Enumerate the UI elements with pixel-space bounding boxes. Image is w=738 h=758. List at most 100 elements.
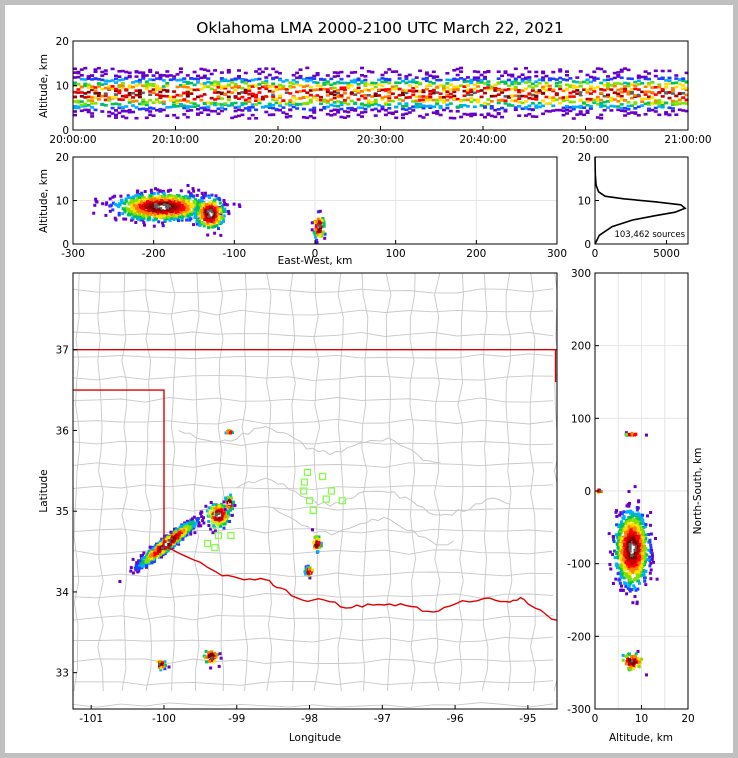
source-cell <box>264 87 269 91</box>
source-cell <box>148 83 153 86</box>
source-cell <box>237 108 241 112</box>
source-cell <box>171 198 174 202</box>
source-cell <box>211 204 215 208</box>
source-cell <box>213 109 218 113</box>
source-cell <box>315 238 319 242</box>
source-cell <box>404 112 409 116</box>
source-cell <box>107 114 112 118</box>
source-cell <box>667 106 672 110</box>
source-cell <box>617 548 621 552</box>
source-cell <box>163 201 167 205</box>
source-cell <box>209 527 213 531</box>
sensor-marker <box>309 506 317 514</box>
source-cell <box>339 95 344 99</box>
state-borders <box>73 349 557 621</box>
county-line <box>73 397 554 403</box>
source-cell <box>606 100 610 103</box>
source-cell <box>304 572 308 576</box>
source-cell <box>554 98 559 102</box>
source-cell <box>182 84 187 87</box>
source-cell <box>148 70 153 73</box>
source-cell <box>301 85 306 88</box>
source-cell <box>288 108 293 111</box>
source-cell <box>657 85 662 89</box>
source-cell <box>660 103 665 107</box>
source-cell <box>143 202 147 206</box>
source-cell <box>228 500 232 504</box>
source-cell <box>141 557 144 561</box>
source-cell <box>383 71 388 74</box>
source-cell <box>83 66 88 70</box>
source-cell <box>208 196 211 199</box>
source-cell <box>143 563 146 567</box>
source-cell <box>264 84 269 88</box>
source-cell <box>677 108 682 112</box>
source-cell <box>619 98 624 101</box>
source-cell <box>140 216 143 220</box>
source-cell <box>421 90 426 94</box>
source-cell <box>599 117 604 120</box>
source-cell <box>506 78 511 82</box>
source-cell <box>630 580 634 584</box>
source-cell <box>189 92 194 95</box>
source-cell <box>213 101 218 105</box>
source-cell <box>452 88 457 91</box>
source-cell <box>114 93 118 96</box>
source-cell <box>363 96 368 100</box>
source-cell <box>114 74 118 78</box>
source-cell <box>469 88 474 92</box>
source-cell <box>476 98 481 102</box>
eastwest-ylabel: Altitude, km <box>38 169 50 233</box>
source-cell <box>181 526 185 530</box>
sensor-marker <box>300 487 308 495</box>
source-cell <box>139 565 143 568</box>
source-cell <box>561 113 566 117</box>
source-cell <box>363 88 368 91</box>
source-cell <box>177 198 181 202</box>
source-cell <box>196 78 200 81</box>
source-cell <box>317 535 321 539</box>
source-cell <box>684 93 689 97</box>
source-cell <box>537 81 542 85</box>
source-cell <box>435 78 440 82</box>
source-cell <box>616 545 620 549</box>
source-cell <box>551 70 556 74</box>
source-cell <box>500 91 505 94</box>
source-cell <box>319 85 323 88</box>
source-cell <box>554 84 559 88</box>
source-cell <box>271 93 276 97</box>
source-cell <box>284 88 289 91</box>
source-cell <box>216 81 221 84</box>
source-cell <box>465 88 470 92</box>
source-cell <box>506 88 511 91</box>
source-cell <box>240 102 245 105</box>
source-cell <box>145 555 149 559</box>
source-cell <box>182 212 186 216</box>
source-cell <box>113 194 117 198</box>
source-cell <box>636 105 641 109</box>
source-cell <box>312 106 317 110</box>
source-cell <box>196 519 199 523</box>
source-cell <box>397 98 402 101</box>
source-cell <box>288 86 293 89</box>
source-cell <box>149 199 153 203</box>
source-cell <box>462 98 467 102</box>
source-cell <box>134 99 139 103</box>
source-cell <box>616 71 621 74</box>
source-cell <box>428 83 433 87</box>
source-cell <box>635 508 639 512</box>
source-cell <box>325 99 330 103</box>
source-cell <box>291 85 296 89</box>
source-cell <box>214 512 218 516</box>
source-cell <box>281 87 286 90</box>
source-cell <box>414 99 419 103</box>
source-cell <box>191 517 194 521</box>
source-cell <box>127 86 132 89</box>
source-cell <box>493 94 498 98</box>
source-cell <box>534 104 539 107</box>
source-cell <box>243 81 248 85</box>
source-cell <box>602 100 607 104</box>
source-cell <box>207 214 211 218</box>
source-cell <box>513 67 518 71</box>
